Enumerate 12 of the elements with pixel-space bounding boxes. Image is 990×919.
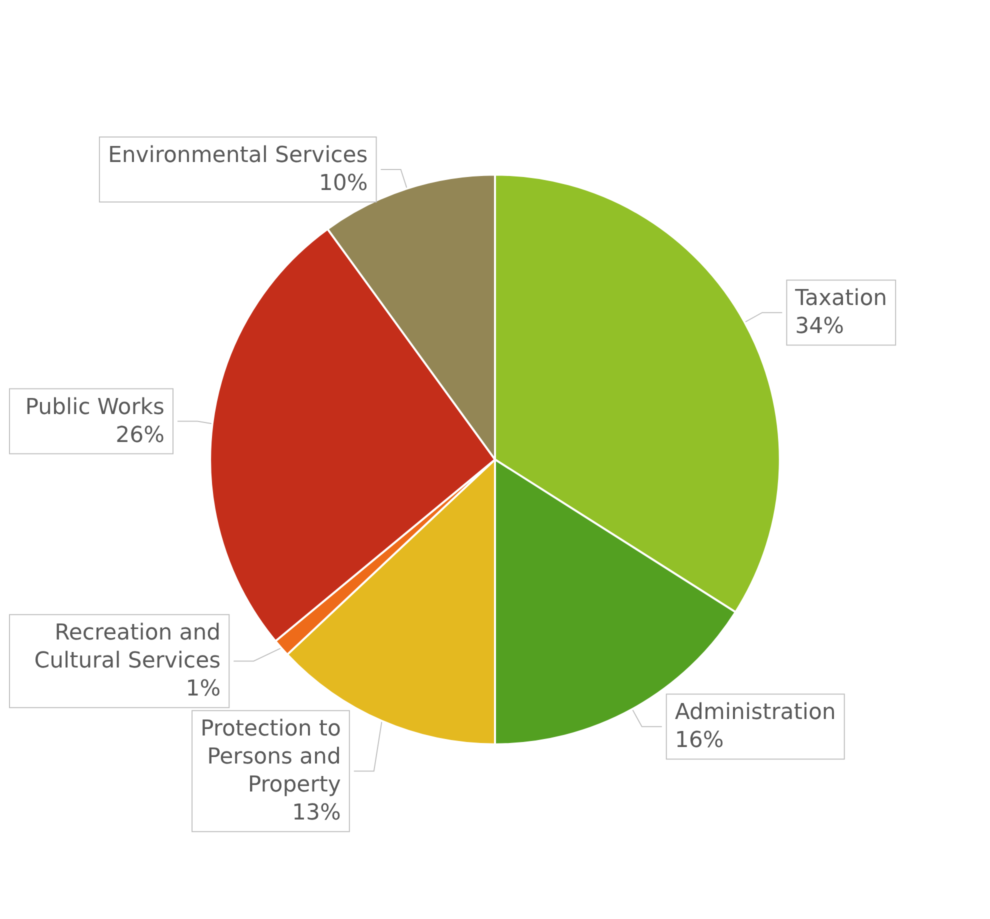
data-label: 13% (292, 800, 341, 826)
data-label: 1% (186, 676, 221, 702)
slice-label: Public Works (25, 394, 164, 420)
data-label: 16% (674, 728, 724, 754)
slice-label: Recreation and Cultural Services (34, 620, 221, 674)
slice-label: Taxation (794, 286, 888, 312)
data-label: 10% (318, 171, 368, 196)
slice-label: Administration (674, 700, 836, 726)
data-label: 34% (795, 314, 844, 340)
data-label: 26% (116, 422, 164, 448)
slice-label: Environmental Services (108, 143, 368, 168)
slice-label: Protection to Persons and Property (200, 716, 341, 798)
